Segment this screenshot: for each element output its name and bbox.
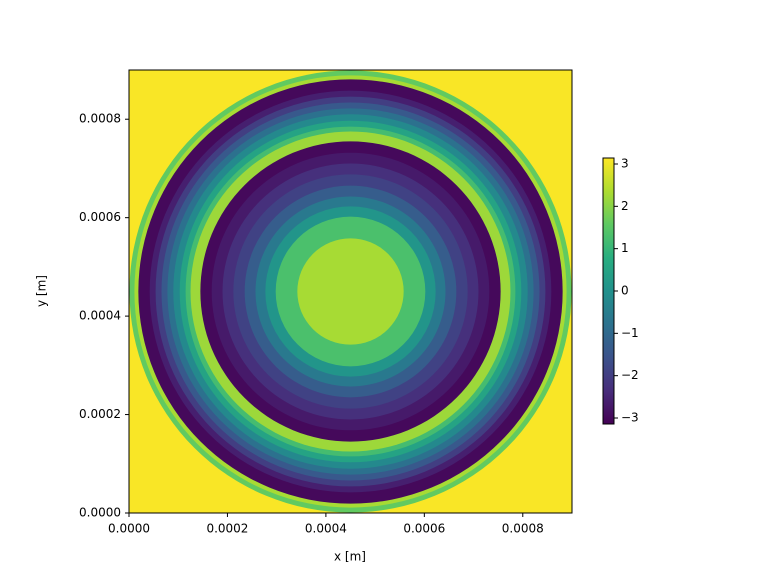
y-tick-label: 0.0006 [79,210,121,224]
y-axis-label: y [m] [35,275,49,307]
y-tick-label: 0.0004 [79,309,121,323]
y-tick-label: 0.0002 [79,407,121,421]
colorbar-tick-label: −2 [621,368,639,382]
axes-frame [128,69,573,514]
x-tick-label: 0.0004 [305,522,347,536]
ring [297,238,404,345]
colorbar-tick-label: −3 [621,411,639,425]
x-tick-label: 0.0006 [403,522,445,536]
colorbar [602,157,615,425]
colorbar-tick-label: 3 [621,156,629,170]
colorbar-tick-label: 1 [621,241,629,255]
colorbar-tick-label: −1 [621,326,639,340]
x-tick-label: 0.0000 [108,522,150,536]
x-tick-label: 0.0002 [206,522,248,536]
x-axis-label: x [m] [334,550,366,564]
colorbar-tick-label: 0 [621,284,629,298]
y-tick-label: 0.0008 [79,112,121,126]
colorbar-tick-label: 2 [621,199,629,213]
y-tick-label: 0.0000 [79,506,121,520]
x-tick-label: 0.0008 [502,522,544,536]
plot-area [129,70,572,513]
